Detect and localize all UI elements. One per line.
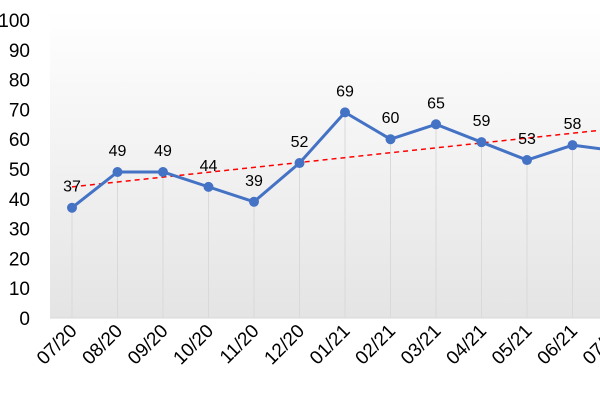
data-point — [431, 119, 441, 130]
x-tick-label: 07/21 — [579, 321, 600, 369]
y-tick-label: 90 — [9, 41, 30, 62]
data-point — [67, 202, 77, 213]
data-point — [476, 137, 487, 148]
x-tick-label: 08/20 — [79, 321, 127, 369]
data-label: 49 — [154, 143, 172, 160]
x-tick-label: 12/20 — [261, 321, 309, 369]
x-axis-tick-labels: 07/2008/2009/2010/2011/2012/2001/2102/21… — [33, 321, 600, 369]
gridlines — [50, 112, 600, 319]
data-label: 44 — [200, 158, 218, 175]
data-label: 59 — [473, 113, 491, 130]
trendline — [71, 129, 600, 188]
data-point — [567, 140, 578, 151]
y-tick-label: 30 — [9, 220, 30, 241]
plot-area — [50, 10, 600, 318]
y-tick-label: 0 — [19, 309, 30, 330]
x-tick-label: 11/20 — [216, 321, 263, 368]
data-point — [385, 134, 396, 145]
data-label: 39 — [245, 173, 263, 190]
x-tick-label: 05/21 — [488, 321, 536, 369]
data-point — [340, 107, 350, 118]
x-tick-label: 03/21 — [397, 321, 445, 369]
data-point — [294, 158, 305, 169]
data-label: 49 — [109, 143, 127, 160]
data-point — [522, 155, 532, 166]
y-tick-label: 40 — [9, 190, 30, 211]
data-point — [249, 196, 259, 207]
data-points — [67, 107, 578, 213]
x-tick-label: 02/21 — [352, 321, 400, 369]
x-tick-label: 09/20 — [124, 321, 172, 369]
data-point — [158, 166, 168, 177]
data-label: 58 — [564, 116, 582, 133]
y-axis-tick-labels: 0 10 20 30 40 50 60 70 80 90 100 — [0, 11, 30, 330]
x-tick-label: 06/21 — [534, 321, 582, 369]
y-tick-label: 70 — [9, 100, 30, 121]
data-point — [112, 166, 123, 177]
data-label: 52 — [291, 134, 309, 151]
data-label: 65 — [427, 95, 445, 112]
y-tick-label: 10 — [9, 279, 30, 300]
data-label: 53 — [518, 131, 536, 148]
x-tick-label: 10/20 — [170, 321, 218, 369]
y-tick-label: 50 — [9, 160, 30, 181]
data-labels: 37 49 49 44 39 52 69 60 65 59 53 58 — [63, 83, 581, 195]
y-tick-label: 60 — [9, 130, 30, 151]
y-tick-label: 100 — [0, 11, 30, 32]
data-point — [203, 181, 214, 192]
data-label: 69 — [336, 83, 354, 100]
x-tick-label: 01/21 — [306, 321, 354, 369]
x-tick-label: 07/20 — [33, 321, 81, 369]
data-label: 37 — [63, 179, 81, 196]
y-tick-label: 20 — [9, 249, 30, 270]
data-label: 60 — [382, 110, 400, 127]
x-tick-label: 04/21 — [443, 321, 491, 369]
y-tick-label: 80 — [9, 71, 30, 92]
